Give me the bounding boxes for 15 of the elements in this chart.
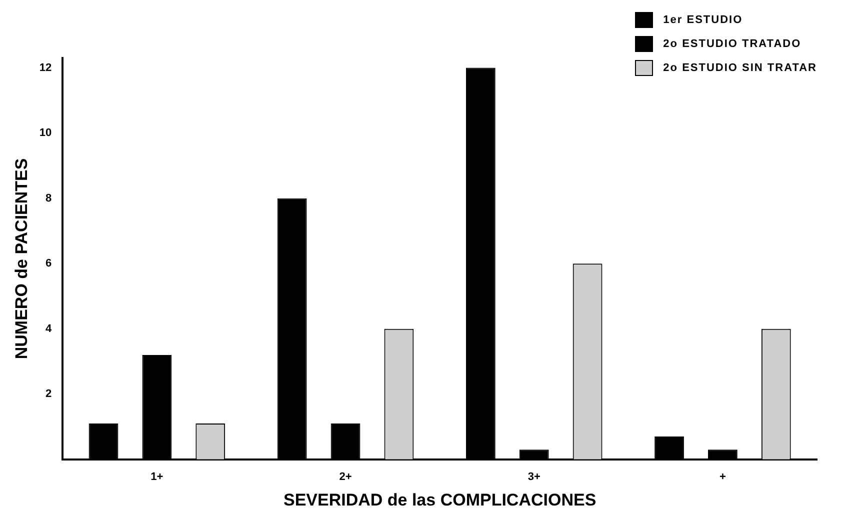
x-axis-title: SEVERIDAD de las COMPLICACIONES [283,490,596,510]
x-tick-label: + [719,471,726,484]
x-tick-label: 3+ [528,471,540,484]
legend-label: 2o ESTUDIO TRATADO [663,38,802,50]
y-tick-label: 12 [39,62,52,74]
legend-label: 2o ESTUDIO SIN TRATAR [663,62,817,74]
x-tick-label: 2+ [339,471,352,484]
y-tick-label: 4 [46,322,53,335]
y-tick-label: 2 [46,388,52,400]
y-tick-label: 10 [39,127,52,140]
y-axis-title: NUMERO de PACIENTES [12,158,31,360]
y-tick-label: 8 [46,192,52,204]
y-tick-label: 6 [46,258,52,270]
x-tick-label: 1+ [150,471,164,484]
legend-label: 1er ESTUDIO [663,14,743,26]
